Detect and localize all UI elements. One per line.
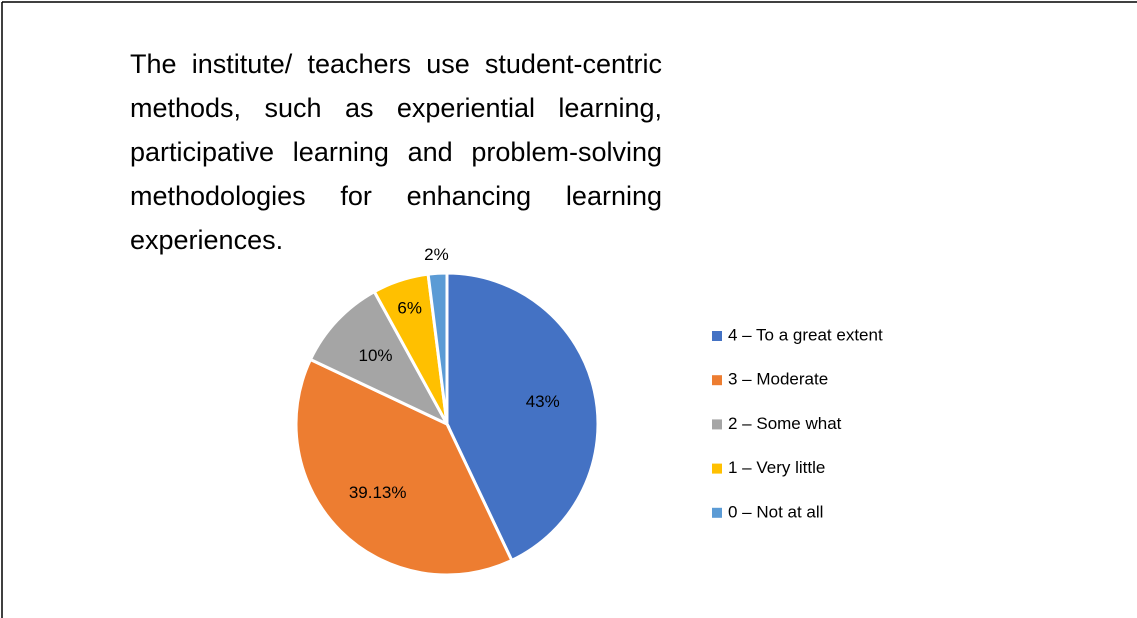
- data-label: 43%: [526, 392, 560, 411]
- legend-label: 1 – Very little: [728, 458, 825, 477]
- data-label: 6%: [397, 299, 422, 318]
- pie-slice: [426, 271, 449, 425]
- data-label: 10%: [359, 346, 393, 365]
- legend-label: 0 – Not at all: [728, 502, 823, 521]
- legend-swatch: [712, 507, 722, 518]
- legend-label: 4 – To a great extent: [728, 325, 883, 344]
- legend-swatch: [712, 375, 722, 386]
- legend-swatch: [712, 463, 722, 474]
- legend-label: 2 – Some what: [728, 414, 842, 433]
- legend-swatch: [712, 331, 722, 341]
- data-label: 2%: [424, 245, 449, 264]
- chart-title: The institute/ teachers use student-cent…: [130, 49, 662, 255]
- legend-swatch: [712, 419, 722, 430]
- legend-label: 3 – Moderate: [728, 370, 828, 389]
- pie-slice: [294, 357, 514, 577]
- data-label: 39.13%: [349, 483, 407, 502]
- pie-slice: [445, 271, 600, 563]
- pie-slice: [308, 289, 451, 428]
